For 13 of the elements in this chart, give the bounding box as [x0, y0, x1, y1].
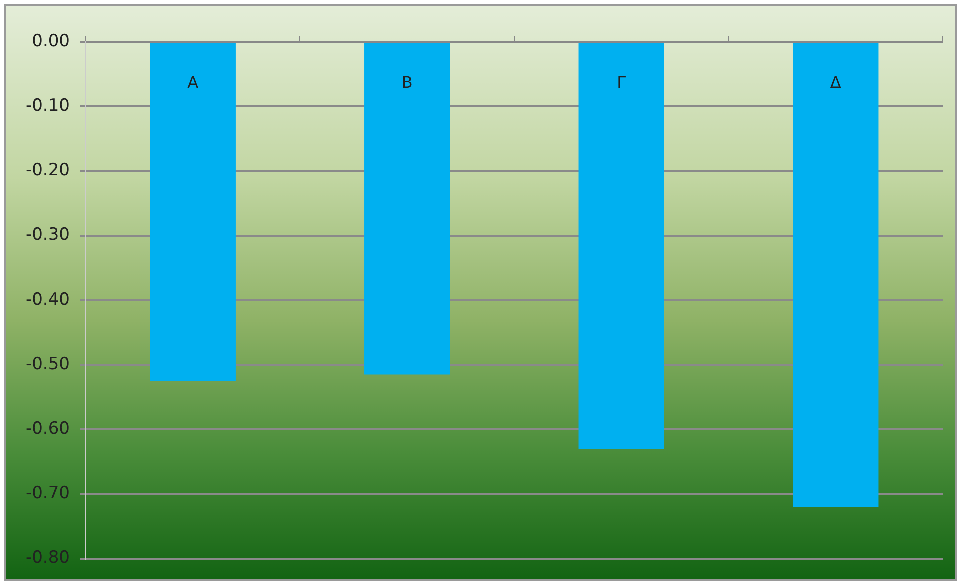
y-tick-label: -0.10 [26, 96, 70, 116]
x-tick-label: Γ [617, 73, 626, 92]
y-tick-label: -0.80 [26, 548, 70, 568]
x-tick-label: B [402, 73, 413, 92]
y-tick-label: -0.60 [26, 419, 70, 440]
y-tick-label: -0.20 [26, 160, 70, 181]
y-tick-label: 0.00 [32, 31, 70, 52]
y-tick-label: -0.70 [26, 484, 70, 504]
x-tick-label: A [188, 73, 199, 92]
y-tick-label: -0.30 [26, 225, 70, 246]
y-tick-label: -0.40 [26, 290, 70, 310]
x-tick-label: Δ [830, 73, 842, 92]
y-tick-label: -0.50 [26, 354, 70, 374]
